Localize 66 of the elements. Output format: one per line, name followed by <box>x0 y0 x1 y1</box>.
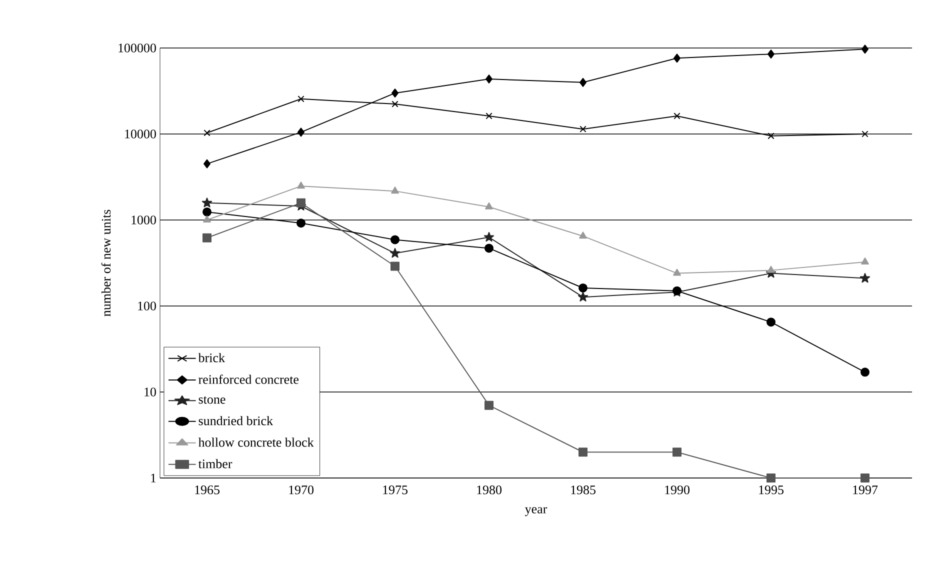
point <box>768 132 774 140</box>
point <box>672 448 682 457</box>
legend-label: sundried brick <box>198 416 274 426</box>
point <box>674 112 680 120</box>
point <box>296 198 306 208</box>
point <box>202 207 212 216</box>
point <box>768 50 774 59</box>
y-tick-label: 100000 <box>118 44 156 52</box>
x-tick-label: 1985 <box>571 486 596 494</box>
x-tick-label: 1965 <box>195 486 220 494</box>
point <box>203 216 211 222</box>
y-tick-label: 100 <box>138 302 156 310</box>
point <box>204 159 211 168</box>
point <box>767 266 775 273</box>
legend-label: timber <box>198 459 232 468</box>
point <box>860 368 870 377</box>
y-tick-label: 1000 <box>132 216 156 224</box>
point <box>204 130 210 136</box>
x-tick-label: 1970 <box>289 486 314 494</box>
point <box>578 283 588 292</box>
point <box>298 96 304 102</box>
point <box>392 88 399 98</box>
x-tick-label: 1975 <box>383 486 408 494</box>
x-tick-label: 1995 <box>759 486 784 494</box>
point <box>202 233 212 242</box>
point <box>484 244 494 253</box>
x-tick-label: 1980 <box>477 486 502 494</box>
point <box>391 186 399 194</box>
point <box>860 474 870 482</box>
point <box>673 268 681 276</box>
point <box>578 448 588 457</box>
point <box>861 257 869 264</box>
point <box>486 112 492 120</box>
y-tick-label: 10000 <box>125 130 156 138</box>
point <box>484 232 494 242</box>
point <box>486 74 493 84</box>
point <box>579 232 587 239</box>
point <box>580 78 587 87</box>
point <box>580 126 586 132</box>
point <box>860 272 870 283</box>
point <box>766 474 776 482</box>
point <box>392 100 398 108</box>
point <box>390 248 400 258</box>
point <box>296 218 306 228</box>
point <box>578 292 588 302</box>
y-tick-label: 1 <box>151 474 156 482</box>
point <box>298 128 304 137</box>
point <box>766 318 776 327</box>
x-tick-label: 1990 <box>665 486 690 494</box>
y-tick-label: 10 <box>144 388 156 396</box>
point <box>484 400 494 410</box>
point <box>390 262 400 271</box>
legend-label: stone <box>198 396 226 404</box>
legend-label: brick <box>198 353 226 362</box>
x-tick-label: 1997 <box>853 486 878 494</box>
y-axis-title: number of new units <box>101 210 111 316</box>
point <box>390 235 400 244</box>
point <box>297 182 305 189</box>
legend-label: reinforced concrete <box>198 374 299 384</box>
point <box>485 202 493 210</box>
point <box>862 130 868 138</box>
x-axis-title: year <box>524 507 548 516</box>
point <box>202 198 212 208</box>
point <box>674 54 681 63</box>
point <box>862 44 868 54</box>
legend-label: hollow concrete block <box>198 438 314 447</box>
